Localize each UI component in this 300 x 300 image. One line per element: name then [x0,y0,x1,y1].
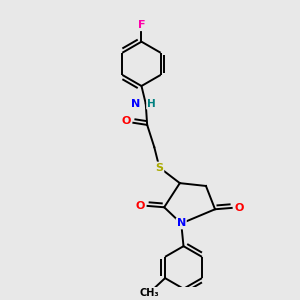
Text: F: F [138,20,145,30]
Text: O: O [122,116,131,126]
Text: N: N [177,218,186,229]
Text: O: O [234,203,244,213]
Text: H: H [147,99,156,109]
Text: CH₃: CH₃ [139,289,159,298]
Text: N: N [131,99,141,109]
Text: S: S [155,163,164,172]
Text: O: O [136,201,145,211]
